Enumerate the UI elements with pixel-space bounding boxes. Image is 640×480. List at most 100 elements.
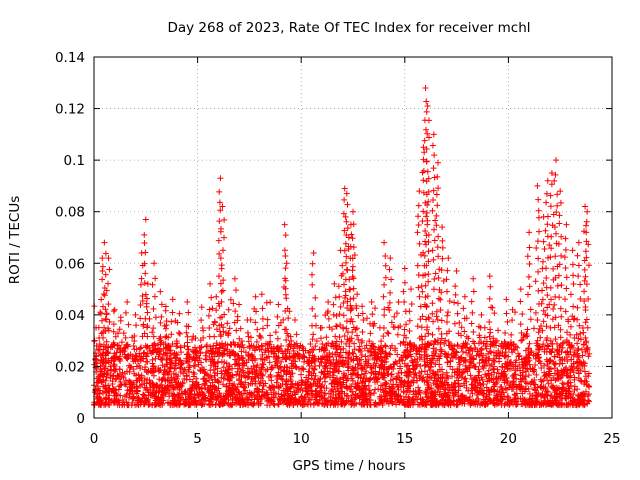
baseline-point: [108, 366, 115, 373]
baseline-point: [368, 369, 375, 376]
baseline-point: [453, 402, 460, 409]
baseline-point: [204, 348, 211, 355]
y-tick-label: 0.02: [55, 359, 85, 375]
baseline-point: [207, 367, 214, 374]
baseline-point: [558, 400, 565, 407]
baseline-point: [110, 308, 117, 315]
baseline-point: [191, 363, 198, 370]
baseline-point: [227, 296, 234, 303]
baseline-point: [363, 315, 370, 322]
baseline-point: [117, 314, 124, 321]
baseline-point: [504, 393, 511, 400]
baseline-point: [344, 393, 351, 400]
baseline-point: [114, 345, 121, 352]
baseline-point: [96, 347, 103, 354]
baseline-point: [175, 373, 182, 380]
baseline-point: [556, 361, 563, 368]
baseline-point: [325, 315, 332, 322]
baseline-point: [170, 384, 177, 391]
baseline-point: [203, 356, 210, 363]
baseline-point: [480, 381, 487, 388]
baseline-point: [256, 380, 263, 387]
baseline-point: [444, 359, 451, 366]
baseline-point: [248, 375, 255, 382]
baseline-point: [202, 352, 209, 359]
baseline-point: [299, 365, 306, 372]
baseline-point: [349, 377, 356, 384]
baseline-point: [421, 362, 428, 369]
y-tick-label: 0.12: [55, 102, 85, 118]
baseline-point: [278, 343, 285, 350]
baseline-point: [525, 372, 532, 379]
baseline-point: [133, 363, 140, 370]
chart-title: Day 268 of 2023, Rate Of TEC Index for r…: [167, 20, 530, 36]
baseline-point: [149, 329, 156, 336]
baseline-point: [263, 299, 270, 306]
baseline-point: [426, 367, 433, 374]
baseline-point: [240, 369, 247, 376]
baseline-point: [470, 355, 477, 362]
y-tick-label: 0.14: [55, 50, 85, 66]
baseline-point: [365, 356, 372, 363]
baseline-point: [130, 343, 137, 350]
baseline-point: [226, 325, 233, 332]
baseline-point: [95, 346, 102, 353]
baseline-point: [121, 393, 128, 400]
baseline-point: [107, 363, 114, 370]
baseline-point: [394, 394, 401, 401]
baseline-point: [425, 384, 432, 391]
baseline-point: [249, 380, 256, 387]
baseline-point: [259, 386, 266, 393]
baseline-point: [149, 356, 156, 363]
baseline-point: [355, 336, 362, 343]
baseline-point: [305, 349, 312, 356]
baseline-point: [358, 365, 365, 372]
baseline-point: [560, 381, 567, 388]
baseline-point: [242, 387, 249, 394]
baseline-point: [442, 350, 449, 357]
baseline-point: [162, 341, 169, 348]
baseline-point: [335, 367, 342, 374]
baseline-point: [498, 383, 505, 390]
baseline-point: [524, 380, 530, 387]
baseline-point: [183, 329, 190, 336]
x-axis-label: GPS time / hours: [292, 458, 405, 474]
baseline-point: [520, 334, 527, 341]
baseline-point: [415, 384, 422, 391]
baseline-point: [359, 303, 366, 310]
baseline-point: [207, 343, 214, 350]
baseline-point: [172, 317, 179, 324]
baseline-point: [469, 390, 476, 397]
x-tick-label: 5: [193, 431, 202, 447]
baseline-point: [388, 371, 395, 378]
baseline-point: [118, 339, 125, 346]
x-tick-label: 25: [603, 431, 620, 447]
baseline-point: [306, 369, 313, 376]
baseline-point: [200, 376, 207, 383]
baseline-point: [507, 397, 514, 404]
baseline-point: [411, 356, 418, 363]
baseline-point: [266, 341, 273, 348]
data-points: [91, 84, 593, 409]
baseline-point: [438, 366, 445, 373]
baseline-point: [442, 337, 449, 344]
y-tick-label: 0: [76, 411, 85, 427]
baseline-point: [577, 330, 584, 337]
baseline-point: [242, 379, 249, 386]
baseline-point: [536, 354, 543, 361]
baseline-point: [373, 360, 380, 367]
baseline-point: [466, 351, 473, 358]
baseline-point: [476, 368, 483, 375]
baseline-point: [382, 342, 389, 349]
baseline-point: [467, 372, 474, 379]
baseline-point: [308, 375, 315, 382]
baseline-point: [176, 310, 183, 317]
baseline-point: [582, 373, 589, 380]
baseline-point: [459, 343, 466, 350]
baseline-point: [531, 385, 538, 392]
x-tick-label: 15: [396, 431, 413, 447]
baseline-point: [176, 330, 183, 337]
baseline-point: [387, 377, 394, 384]
baseline-point: [110, 373, 117, 380]
